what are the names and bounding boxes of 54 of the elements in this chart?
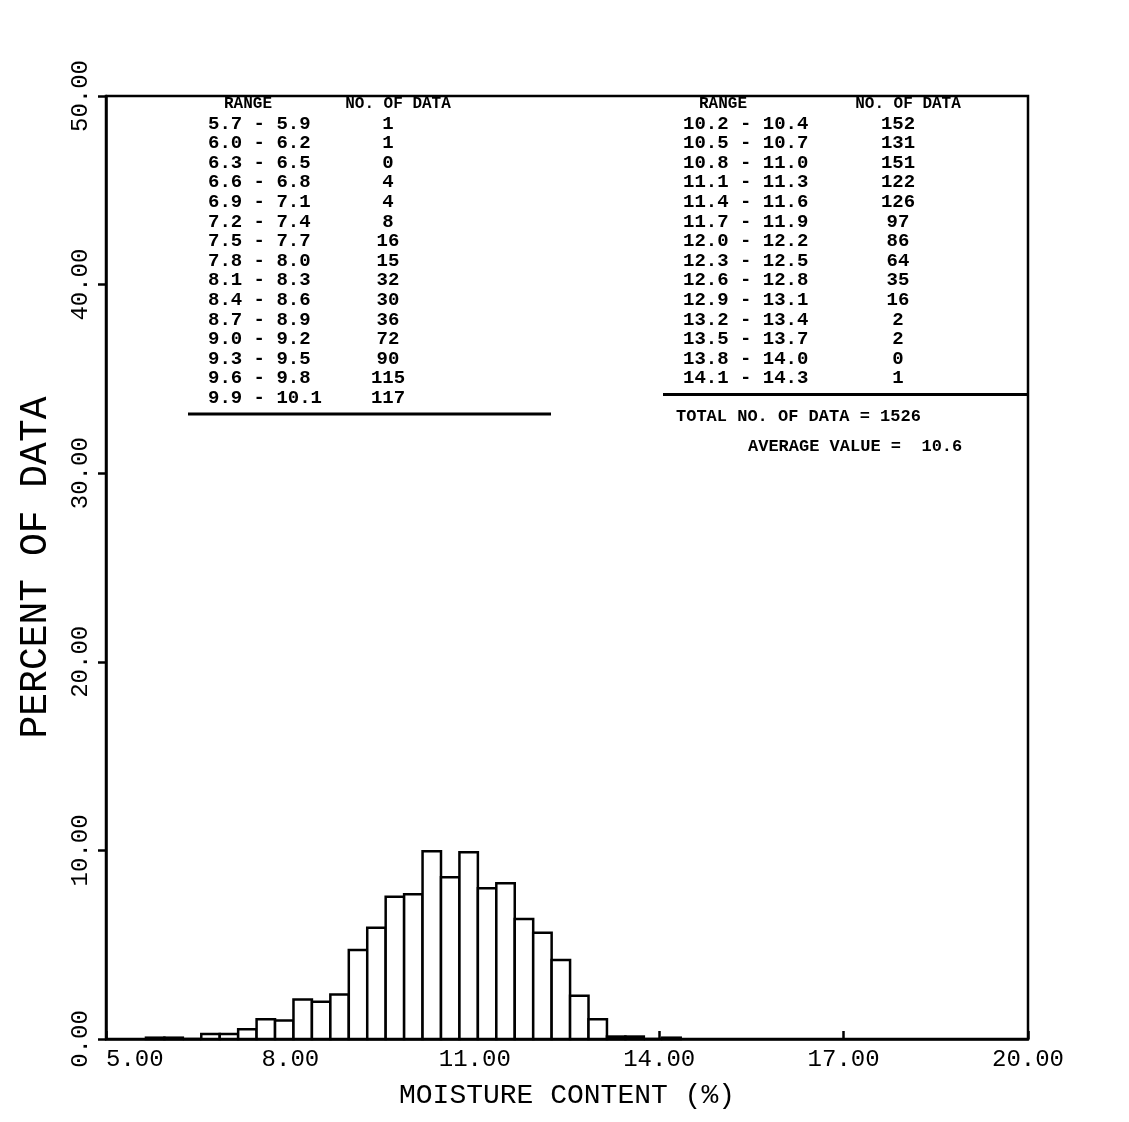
y-tick-label: 10.00 [66, 814, 94, 887]
annotation: 30 [376, 289, 400, 311]
y-axis-title: PERCENT OF DATA [13, 396, 57, 739]
annotation: RANGE [698, 95, 748, 113]
annotation: 32 [376, 269, 400, 292]
annotation: 11.1 - 11.3 [683, 171, 809, 194]
annotation: 4 [382, 171, 394, 194]
annotation: 8.1 - 8.3 [208, 269, 311, 292]
annotation: 8 [382, 210, 394, 233]
annotation: 122 [880, 171, 916, 194]
x-tick-label: 14.00 [623, 1045, 696, 1073]
annotation: 13.2 - 13.4 [683, 308, 809, 331]
annotation: 152 [880, 112, 916, 135]
annotation: 36 [376, 308, 400, 331]
x-tick-label: 5.00 [106, 1045, 164, 1073]
annotation: 6.9 - 7.1 [208, 191, 311, 213]
x-tick-label: 17.00 [807, 1045, 880, 1073]
annotation: NO. OF DATA [855, 95, 962, 113]
y-tick-label: 50.00 [66, 59, 94, 133]
annotation: 11.4 - 11.6 [683, 191, 809, 213]
annotation: 8.4 - 8.6 [208, 289, 311, 311]
annotation: 11.7 - 11.9 [683, 210, 809, 233]
annotation: TOTAL NO. OF DATA = 1526 [676, 406, 921, 426]
annotation: 126 [880, 191, 916, 213]
annotation: 14.1 - 14.3 [683, 367, 809, 390]
annotation: 5.7 - 5.9 [208, 112, 311, 135]
annotation: 10.2 - 10.4 [683, 112, 809, 135]
x-tick-label: 8.00 [261, 1045, 320, 1073]
annotation: 9.9 - 10.1 [208, 387, 323, 409]
y-tick-label: 30.00 [66, 437, 94, 510]
annotation: 16 [886, 289, 910, 311]
y-tick-label: 20.00 [66, 625, 94, 698]
annotation: 12.9 - 13.1 [683, 289, 809, 311]
annotation: AVERAGE VALUE = 10.6 [748, 436, 963, 456]
annotation: 1 [382, 112, 394, 135]
annotation: NO. OF DATA [345, 95, 452, 113]
annotation: RANGE [223, 95, 273, 113]
annotation: 117 [370, 387, 406, 409]
annotation: 9.6 - 9.8 [208, 367, 311, 390]
x-tick-label: 11.00 [438, 1045, 511, 1073]
annotation: 12.6 - 12.8 [683, 269, 809, 292]
annotation: 115 [370, 367, 406, 390]
annotation: 4 [382, 191, 394, 213]
annotation: 8.7 - 8.9 [208, 308, 311, 331]
x-tick-label: 20.00 [991, 1045, 1065, 1073]
annotation: 35 [886, 269, 910, 292]
annotation: 97 [886, 210, 910, 233]
annotation: 1 [892, 367, 904, 390]
x-axis-title: MOISTURE CONTENT (%) [398, 1079, 736, 1111]
y-tick-label: 40.00 [66, 248, 94, 321]
y-tick-label: 0.00 [66, 1010, 94, 1068]
annotation: 7.2 - 7.4 [208, 210, 311, 233]
annotation: 2 [892, 308, 904, 331]
annotation: 6.6 - 6.8 [208, 171, 311, 194]
